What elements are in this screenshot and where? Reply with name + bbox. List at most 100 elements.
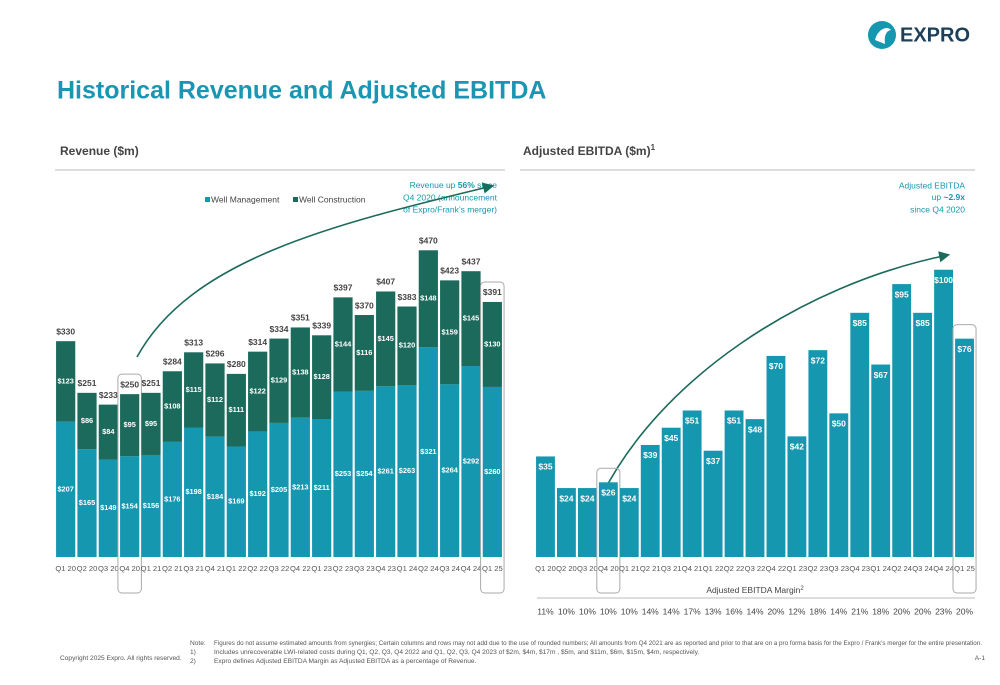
data-label: $261 bbox=[377, 467, 393, 476]
copyright: Copyright 2025 Expro. All rights reserve… bbox=[60, 655, 182, 662]
bar bbox=[808, 350, 828, 557]
x-tick-label: Q2 21 bbox=[162, 564, 183, 573]
data-label: $35 bbox=[538, 462, 552, 472]
margin-label: 14% bbox=[642, 606, 659, 616]
bar-segment bbox=[205, 363, 225, 437]
total-label: $407 bbox=[376, 277, 395, 287]
bar bbox=[850, 312, 870, 557]
bar-segment bbox=[77, 449, 97, 557]
bar-segment bbox=[98, 404, 118, 460]
total-label: $233 bbox=[99, 390, 118, 400]
bar-segment bbox=[269, 422, 289, 557]
x-tick-label: Q3 21 bbox=[183, 564, 204, 573]
margin-label: 10% bbox=[558, 606, 575, 616]
total-label: $313 bbox=[184, 338, 203, 348]
total-label: $470 bbox=[419, 236, 438, 246]
margin-label: 21% bbox=[851, 606, 868, 616]
bar bbox=[640, 444, 660, 557]
total-label: $437 bbox=[462, 256, 481, 266]
data-label: $198 bbox=[185, 487, 201, 496]
legend-swatch bbox=[205, 197, 210, 202]
bar-segment bbox=[376, 386, 396, 557]
margin-label: 12% bbox=[788, 606, 805, 616]
total-label: $423 bbox=[440, 266, 459, 276]
margin-label: 10% bbox=[579, 606, 596, 616]
x-tick-label: Q2 21 bbox=[640, 564, 661, 573]
data-label: $145 bbox=[463, 314, 479, 323]
trend-arrow bbox=[136, 182, 495, 358]
total-label: $280 bbox=[227, 359, 246, 369]
data-label: $192 bbox=[249, 489, 265, 498]
bar-segment bbox=[77, 392, 97, 450]
bar bbox=[892, 284, 912, 557]
bar bbox=[557, 488, 576, 557]
data-label: $120 bbox=[399, 341, 415, 350]
note-marker: 1) bbox=[190, 649, 196, 656]
data-label: $128 bbox=[313, 372, 329, 381]
bar-segment bbox=[226, 373, 246, 447]
bar bbox=[787, 436, 807, 557]
data-label: $24 bbox=[559, 493, 573, 503]
x-tick-label: Q1 25 bbox=[954, 564, 975, 573]
total-label: $339 bbox=[312, 321, 331, 331]
data-label: $148 bbox=[420, 294, 436, 303]
data-label: $86 bbox=[81, 416, 93, 425]
bar bbox=[536, 456, 555, 557]
x-tick-label: Q1 24 bbox=[397, 564, 418, 573]
bar-segment bbox=[56, 341, 76, 422]
data-label: $165 bbox=[79, 498, 95, 507]
data-label: $138 bbox=[292, 368, 308, 377]
bar-segment bbox=[248, 351, 268, 432]
data-label: $26 bbox=[601, 488, 615, 498]
bar-segment bbox=[482, 301, 502, 387]
bar-segment bbox=[376, 291, 396, 387]
note-marker: 2) bbox=[190, 658, 196, 665]
margin-label: 13% bbox=[705, 606, 722, 616]
x-tick-label: Q4 24 bbox=[461, 564, 482, 573]
svg-text:Q4 2020 (announcement: Q4 2020 (announcement bbox=[403, 192, 498, 202]
annotation: Adjusted EBITDA up ~2.9x since Q4 2020 bbox=[899, 180, 965, 214]
highlight-box bbox=[952, 324, 977, 594]
bar-segment bbox=[418, 347, 438, 557]
bar-segment bbox=[120, 394, 140, 457]
data-label: $145 bbox=[377, 334, 393, 343]
total-label: $370 bbox=[355, 300, 374, 310]
data-label: $24 bbox=[580, 493, 594, 503]
bar-segment bbox=[312, 419, 332, 557]
x-tick-label: Q1 20 bbox=[535, 564, 556, 573]
bar-segment bbox=[418, 250, 438, 348]
x-tick-label: Q3 24 bbox=[439, 564, 460, 573]
x-tick-label: Q3 24 bbox=[912, 564, 933, 573]
x-tick-label: Q3 22 bbox=[745, 564, 766, 573]
margin-label: 20% bbox=[893, 606, 910, 616]
x-tick-label: Q2 23 bbox=[333, 564, 354, 573]
note: Expro defines Adjusted EBITDA Margin as … bbox=[214, 658, 477, 665]
bar-segment bbox=[440, 384, 460, 557]
bar bbox=[661, 427, 681, 557]
logo-text: EXPRO bbox=[900, 24, 970, 46]
data-label: $70 bbox=[769, 361, 783, 371]
slide-title: Historical Revenue and Adjusted EBITDA bbox=[57, 77, 546, 105]
bar bbox=[934, 269, 953, 557]
bar-segment bbox=[482, 386, 502, 557]
page-number: A-1 bbox=[975, 655, 986, 662]
data-label: $42 bbox=[790, 442, 804, 452]
svg-text:of Expro/Frank’s merger): of Expro/Frank’s merger) bbox=[403, 204, 497, 214]
data-label: $45 bbox=[664, 433, 678, 443]
data-label: $84 bbox=[102, 427, 115, 436]
annotation: Revenue up 56% since Q4 2020 (announceme… bbox=[403, 180, 498, 214]
data-label: $122 bbox=[249, 386, 265, 395]
margin-title: Adjusted EBITDA Margin2 bbox=[706, 585, 804, 595]
data-label: $159 bbox=[441, 327, 457, 336]
x-tick-label: Q1 23 bbox=[311, 564, 332, 573]
data-label: $76 bbox=[957, 344, 971, 354]
data-label: $169 bbox=[228, 497, 244, 506]
x-tick-label: Q4 21 bbox=[682, 564, 703, 573]
margin-label: 18% bbox=[872, 606, 889, 616]
margin-label: 10% bbox=[621, 606, 638, 616]
x-tick-label: Q2 24 bbox=[418, 564, 439, 573]
x-tick-label: Q4 20 bbox=[119, 564, 140, 573]
data-label: $95 bbox=[145, 419, 157, 428]
data-label: $115 bbox=[186, 385, 202, 394]
chart-title: Adjusted EBITDA ($m)1 bbox=[523, 143, 656, 158]
